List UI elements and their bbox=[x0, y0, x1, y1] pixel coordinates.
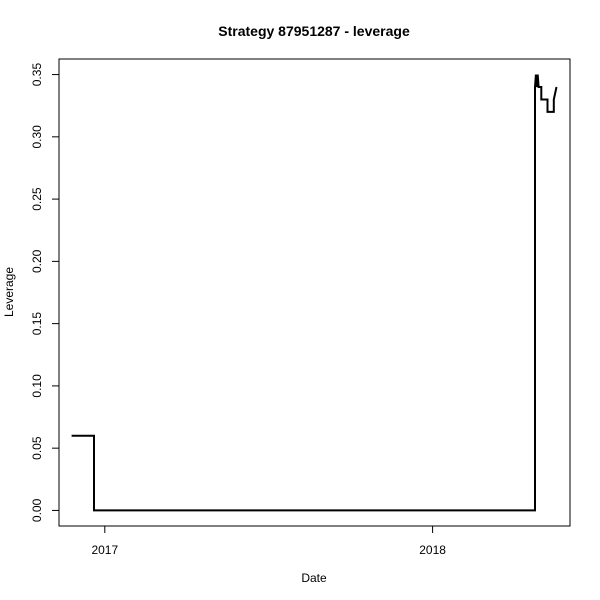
y-tick-label: 0.00 bbox=[30, 498, 44, 522]
x-axis-title: Date bbox=[301, 571, 327, 585]
leverage-series-line bbox=[71, 74, 558, 512]
y-tick-label: 0.20 bbox=[30, 249, 44, 273]
x-tick-label: 2017 bbox=[91, 543, 118, 557]
y-axis-title: Leverage bbox=[2, 267, 16, 317]
y-tick-label: 0.15 bbox=[30, 312, 44, 336]
y-tick-label: 0.25 bbox=[30, 187, 44, 211]
series-layer bbox=[71, 74, 558, 512]
plot-box bbox=[58, 58, 571, 527]
y-tick-label: 0.05 bbox=[30, 436, 44, 460]
y-tick-label: 0.10 bbox=[30, 374, 44, 398]
y-axis: 0.00 0.05 0.10 0.15 0.20 0.25 0.30 0.35 bbox=[30, 63, 60, 522]
y-tick-label: 0.30 bbox=[30, 125, 44, 149]
y-tick-label: 0.35 bbox=[30, 63, 44, 87]
chart-title: Strategy 87951287 - leverage bbox=[218, 23, 410, 39]
x-tick-label: 2018 bbox=[419, 543, 446, 557]
x-axis: 2017 2018 bbox=[91, 525, 446, 557]
